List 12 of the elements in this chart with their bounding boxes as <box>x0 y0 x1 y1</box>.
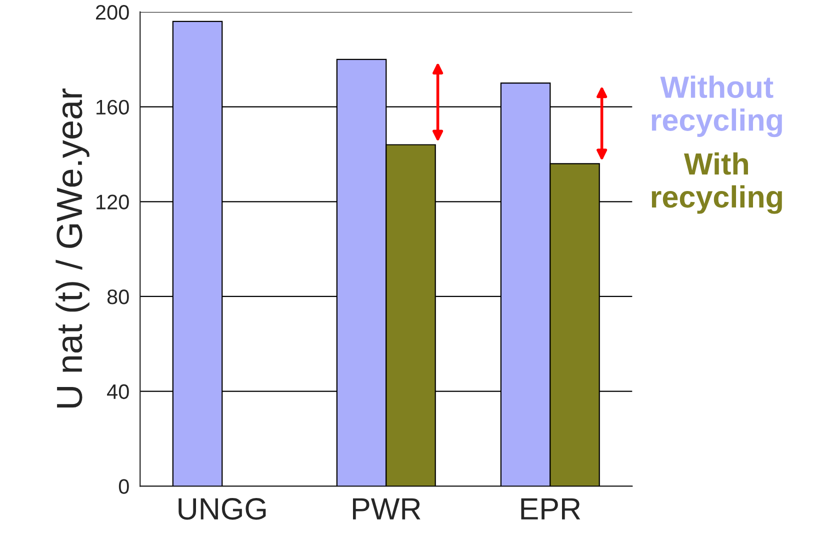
series-label: With recycling <box>652 152 782 214</box>
y-tick-label: 80 <box>107 289 129 304</box>
y-tick-label: 200 <box>96 4 129 20</box>
y-tick-label: 160 <box>96 100 129 115</box>
x-tick-label: EPR <box>521 498 580 520</box>
x-tick-label: UNGG <box>178 498 266 520</box>
text: Without recycling <box>652 76 782 138</box>
y-tick-label: 0 <box>118 479 129 494</box>
x-tick-label: PWR <box>353 498 420 520</box>
y-axis-title: U nat (t) / GWe.year <box>56 88 90 408</box>
y-tick-label: 120 <box>96 194 129 210</box>
y-tick-label: 40 <box>107 384 129 400</box>
